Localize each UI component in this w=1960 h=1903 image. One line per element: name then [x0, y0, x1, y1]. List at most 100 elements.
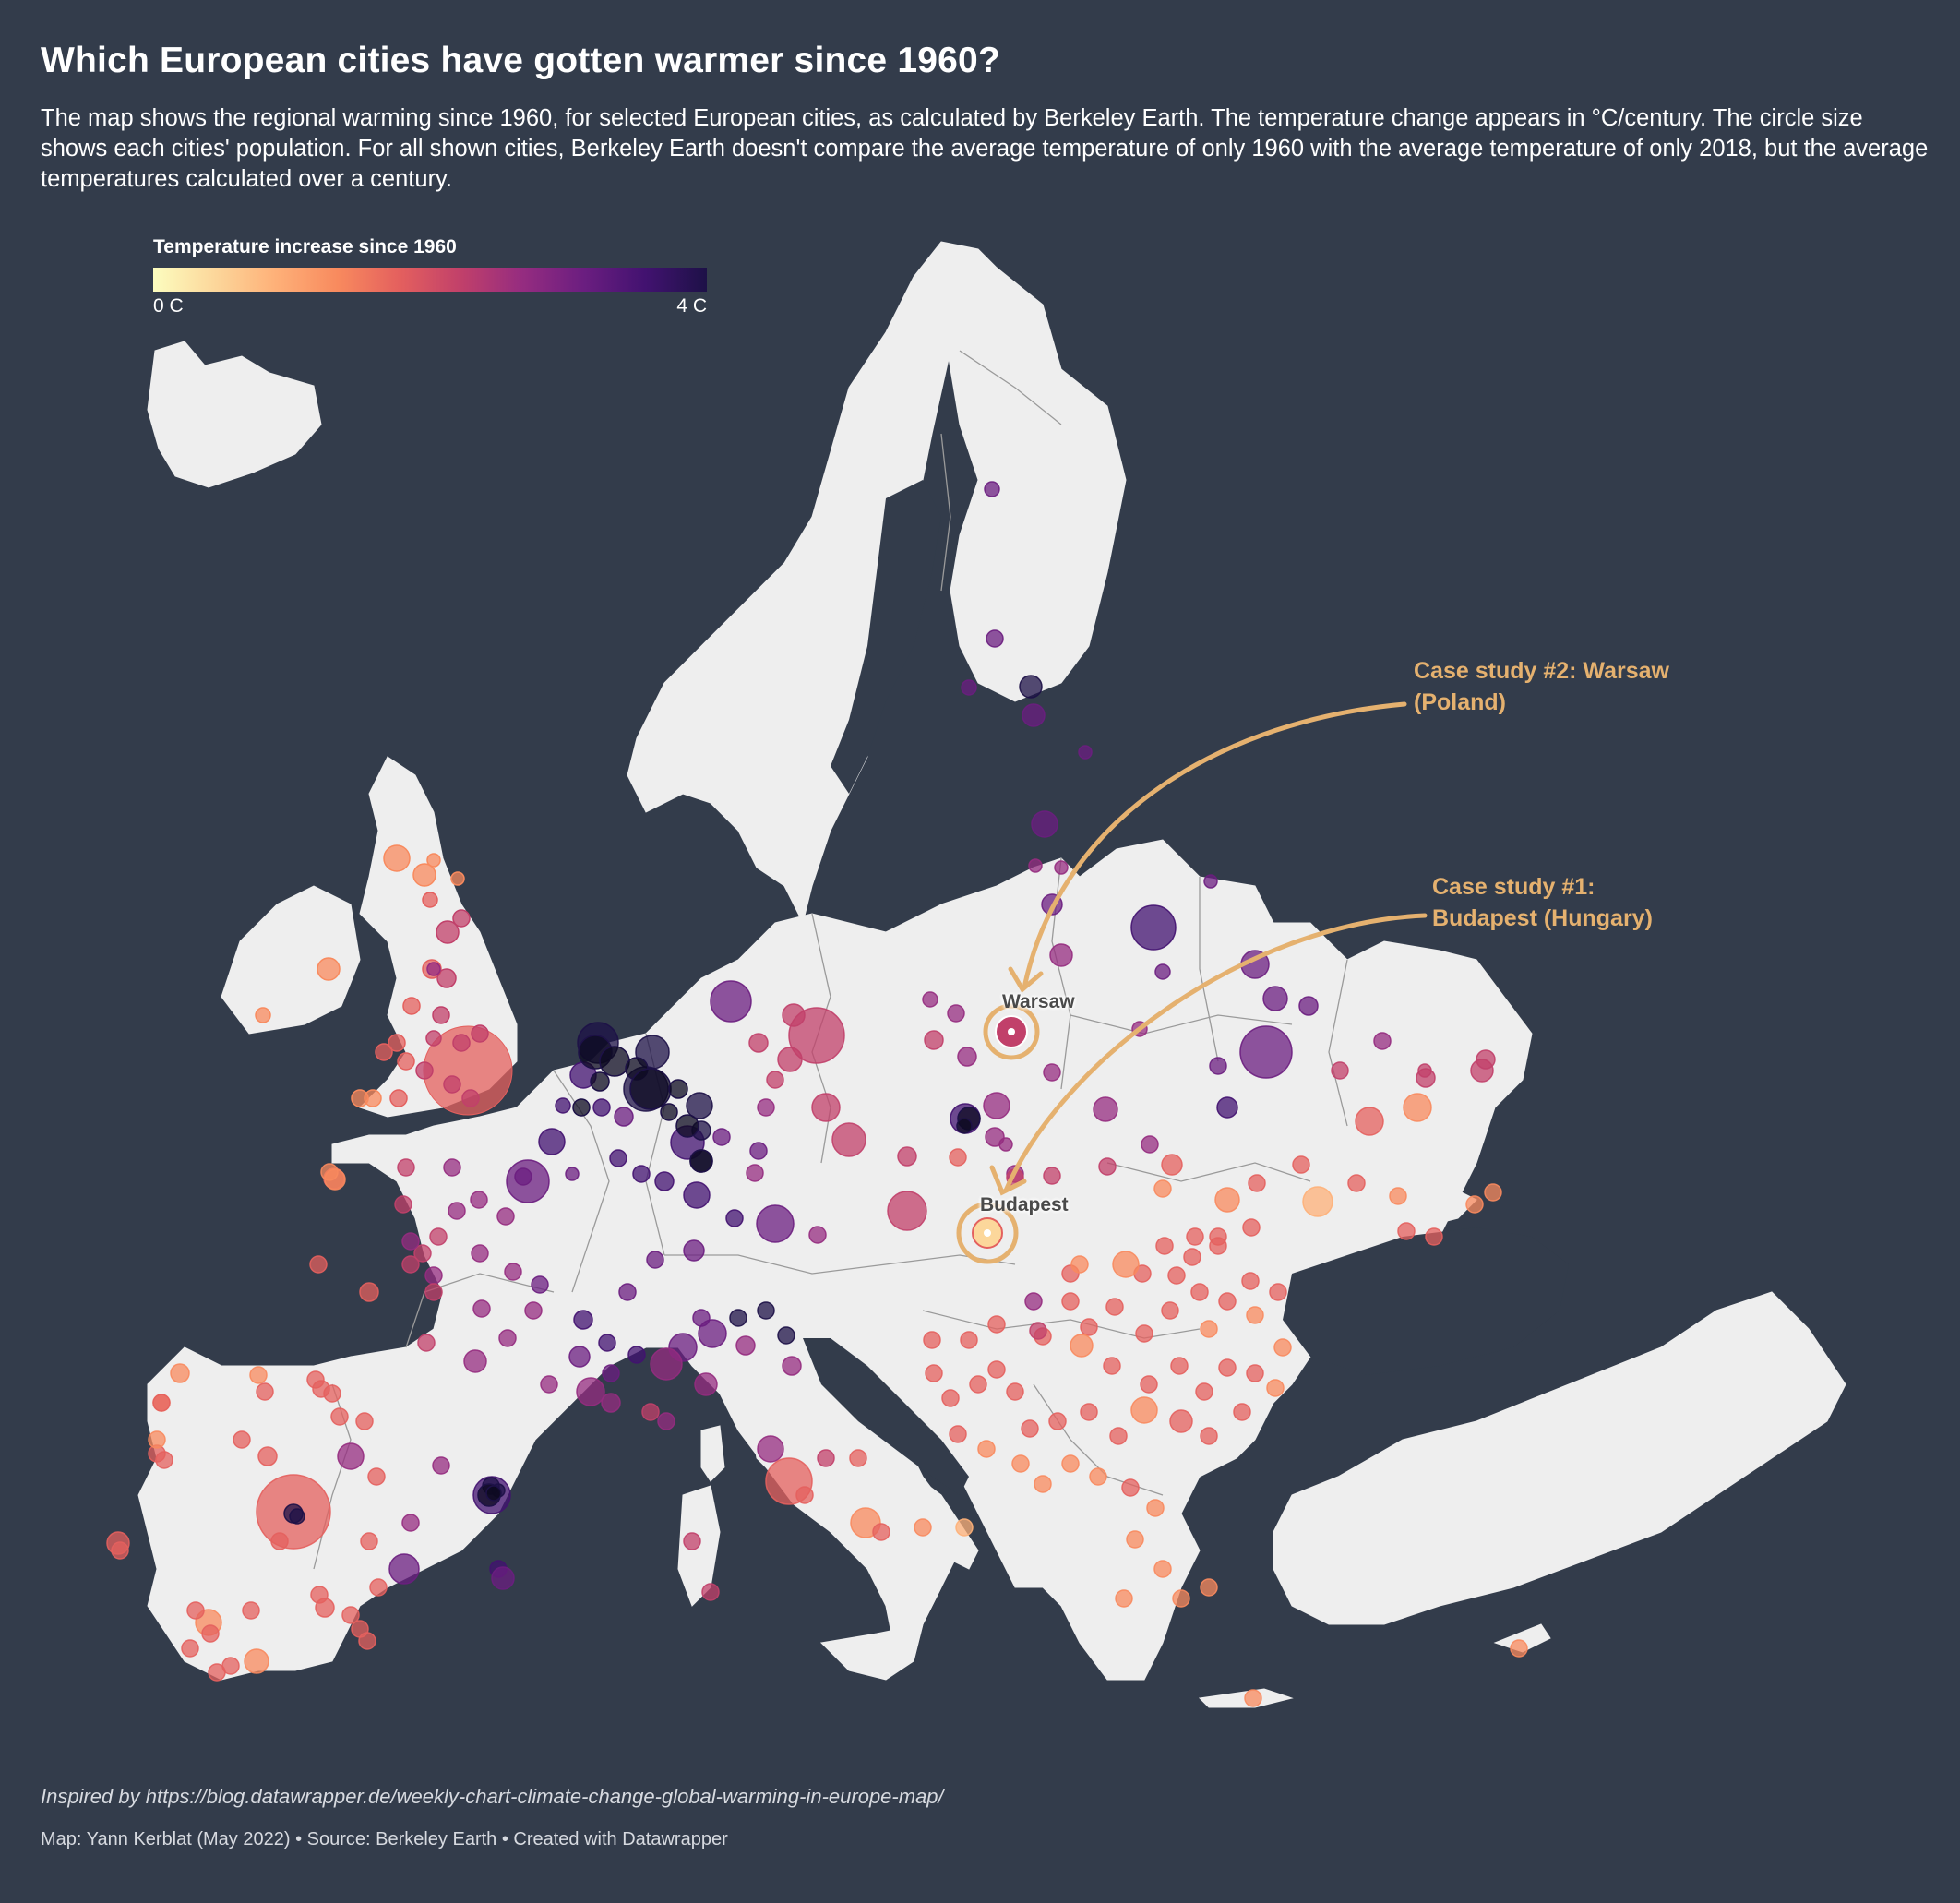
city-bubble[interactable] [627, 1346, 646, 1364]
city-bubble[interactable] [683, 1239, 705, 1262]
city-bubble[interactable] [186, 1601, 205, 1620]
city-bubble[interactable] [443, 1158, 461, 1177]
city-bubble[interactable] [777, 1326, 795, 1345]
city-bubble[interactable] [244, 1648, 269, 1674]
city-bubble[interactable] [309, 1255, 328, 1274]
city-bubble[interactable] [425, 1030, 442, 1047]
city-bubble[interactable] [432, 1006, 450, 1024]
city-bubble[interactable] [422, 892, 438, 908]
city-bubble[interactable] [1302, 1186, 1333, 1217]
city-bubble[interactable] [498, 1329, 517, 1347]
city-bubble[interactable] [388, 1553, 420, 1585]
city-bubble[interactable] [330, 1407, 349, 1426]
city-bubble[interactable] [782, 1356, 802, 1376]
city-bubble[interactable] [849, 1449, 867, 1467]
city-bubble[interactable] [426, 853, 441, 868]
city-bubble[interactable] [1126, 1530, 1144, 1549]
city-bubble[interactable] [1244, 1689, 1262, 1707]
city-bubble[interactable] [748, 1033, 769, 1053]
city-bubble[interactable] [320, 1163, 339, 1181]
city-bubble[interactable] [413, 1244, 432, 1263]
city-bubble[interactable] [152, 1394, 171, 1412]
city-bubble[interactable] [641, 1403, 660, 1421]
city-bubble[interactable] [369, 1578, 388, 1597]
city-bubble[interactable] [1389, 1187, 1407, 1205]
city-bubble[interactable] [1186, 1227, 1204, 1246]
city-bubble[interactable] [949, 1425, 967, 1443]
city-bubble[interactable] [1476, 1049, 1496, 1070]
city-bubble[interactable] [412, 863, 436, 887]
city-bubble[interactable] [1397, 1222, 1416, 1240]
city-bubble[interactable] [808, 1226, 827, 1244]
city-bubble[interactable] [1061, 1292, 1080, 1311]
city-bubble[interactable] [1093, 1096, 1118, 1122]
city-bubble[interactable] [452, 1034, 471, 1052]
city-bubble[interactable] [531, 1275, 549, 1294]
city-bubble[interactable] [749, 1142, 768, 1160]
city-bubble[interactable] [1112, 1251, 1140, 1278]
city-bubble[interactable] [1266, 1379, 1285, 1397]
city-bubble[interactable] [629, 1068, 672, 1110]
city-bubble[interactable] [1043, 1063, 1061, 1082]
city-bubble[interactable] [351, 1089, 369, 1107]
city-bubble[interactable] [949, 1148, 967, 1167]
city-bubble[interactable] [448, 1202, 466, 1220]
city-bubble[interactable] [985, 1127, 1005, 1147]
city-bubble[interactable] [208, 1663, 226, 1682]
city-bubble[interactable] [1200, 1320, 1218, 1338]
city-bubble[interactable] [496, 1207, 515, 1226]
city-bubble[interactable] [986, 629, 1004, 648]
city-bubble[interactable] [592, 1098, 611, 1117]
city-bubble[interactable] [757, 1301, 775, 1320]
city-bubble[interactable] [1024, 1292, 1043, 1311]
city-bubble[interactable] [1161, 1154, 1183, 1176]
city-bubble[interactable] [256, 1382, 274, 1401]
city-bubble[interactable] [289, 1508, 305, 1525]
city-bubble[interactable] [1103, 1357, 1121, 1375]
city-bubble[interactable] [1061, 1454, 1080, 1473]
city-bubble[interactable] [602, 1364, 620, 1382]
city-bubble[interactable] [924, 1030, 944, 1050]
city-bubble[interactable] [654, 1171, 675, 1191]
city-bubble[interactable] [632, 1165, 651, 1183]
city-bubble[interactable] [1216, 1096, 1238, 1119]
city-bubble[interactable] [1484, 1183, 1502, 1202]
city-bubble[interactable] [1105, 1298, 1124, 1316]
city-bubble[interactable] [1417, 1063, 1432, 1078]
city-bubble[interactable] [436, 920, 460, 944]
city-bubble[interactable] [757, 1098, 775, 1117]
city-bubble[interactable] [1347, 1174, 1366, 1192]
city-bubble[interactable] [777, 1047, 803, 1072]
city-bubble[interactable] [485, 1485, 502, 1502]
city-bubble[interactable] [255, 1007, 271, 1023]
city-bubble[interactable] [977, 1440, 996, 1458]
city-bubble[interactable] [1031, 810, 1058, 838]
city-bubble[interactable] [1115, 1589, 1133, 1608]
city-bubble[interactable] [471, 1244, 489, 1263]
city-bubble[interactable] [1373, 1032, 1392, 1050]
city-bubble[interactable] [1203, 874, 1218, 889]
city-bubble[interactable] [897, 1146, 917, 1167]
city-bubble[interactable] [1169, 1409, 1193, 1433]
city-bubble[interactable] [817, 1449, 835, 1467]
city-bubble[interactable] [341, 1606, 360, 1624]
city-bubble[interactable] [961, 679, 977, 696]
city-bubble[interactable] [1209, 1057, 1227, 1075]
city-bubble[interactable] [572, 1098, 591, 1117]
city-bubble[interactable] [1195, 1382, 1213, 1401]
city-bubble[interactable] [514, 1167, 532, 1186]
city-bubble[interactable] [1200, 1427, 1218, 1445]
city-bubble[interactable] [1172, 1589, 1190, 1608]
city-bubble[interactable] [1070, 1334, 1094, 1358]
city-bubble[interactable] [969, 1375, 987, 1394]
city-bubble[interactable] [270, 1532, 289, 1550]
city-bubble[interactable] [417, 1334, 436, 1352]
city-bubble[interactable] [1028, 858, 1043, 873]
city-bubble[interactable] [1248, 1174, 1266, 1192]
city-bubble[interactable] [701, 1583, 720, 1601]
city-bubble[interactable] [1161, 1301, 1179, 1320]
city-bubble[interactable] [766, 1071, 784, 1089]
city-bubble[interactable] [1109, 1427, 1128, 1445]
city-bubble[interactable] [555, 1097, 571, 1114]
city-bubble[interactable] [1070, 1255, 1089, 1274]
